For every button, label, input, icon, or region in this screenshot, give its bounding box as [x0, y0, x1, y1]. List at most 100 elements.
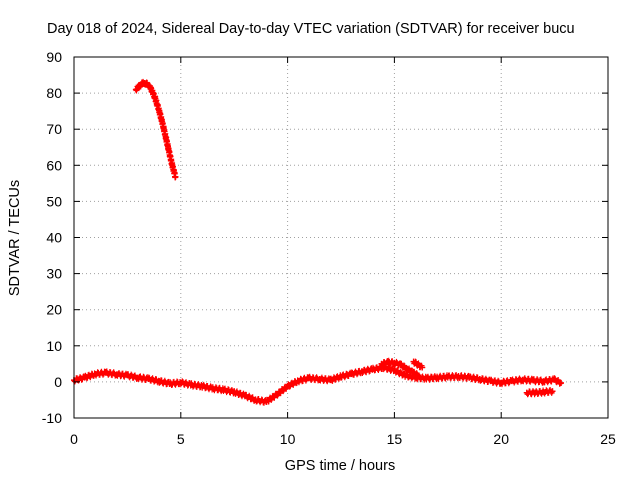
- plot-frame: [73, 56, 609, 419]
- data-point: [540, 378, 547, 385]
- data-point: [523, 389, 530, 396]
- y-tick-label: 60: [46, 157, 62, 173]
- data-point: [549, 388, 556, 395]
- data-point: [160, 125, 167, 132]
- data-point: [338, 373, 344, 380]
- y-tick-label: 90: [46, 49, 62, 65]
- data-point: [444, 373, 451, 380]
- y-tick-label: 20: [46, 302, 62, 318]
- y-axis-label: SDTVAR / TECUs: [7, 180, 23, 296]
- data-point: [124, 372, 131, 379]
- data-point: [209, 385, 216, 392]
- x-tick-label: 15: [387, 431, 403, 447]
- data-point: [167, 380, 174, 387]
- y-tick-label: 80: [46, 85, 62, 101]
- x-tick-label: 0: [70, 431, 78, 447]
- data-point: [295, 377, 302, 384]
- data-point: [423, 375, 430, 382]
- data-point: [188, 381, 195, 388]
- chart-title: Day 018 of 2024, Sidereal Day-to-day VTE…: [47, 21, 575, 37]
- data-point: [540, 389, 547, 396]
- data-point: [532, 389, 539, 396]
- data-point: [455, 373, 462, 380]
- data-point: [145, 82, 152, 89]
- data-point: [171, 170, 178, 177]
- data-point: [348, 370, 355, 377]
- data-point: [397, 361, 404, 368]
- data-point: [419, 364, 426, 371]
- x-tick-label: 25: [600, 431, 616, 447]
- data-point: [81, 374, 88, 381]
- y-tick-label: 0: [54, 374, 62, 390]
- data-point: [530, 377, 537, 384]
- data-point: [150, 90, 157, 97]
- data-series: [523, 387, 556, 398]
- data-series: [132, 78, 179, 181]
- data-point: [199, 383, 206, 390]
- data-point: [154, 101, 161, 108]
- data-point: [231, 389, 238, 396]
- x-axis-label: GPS time / hours: [285, 458, 395, 474]
- data-point: [410, 369, 417, 376]
- data-point: [156, 108, 163, 115]
- data-point: [162, 134, 169, 141]
- data-point: [305, 375, 312, 382]
- data-point: [145, 376, 152, 383]
- series-layer: [71, 78, 565, 406]
- data-point: [177, 379, 184, 386]
- data-series: [410, 358, 426, 371]
- data-series: [378, 357, 421, 379]
- x-tick-label: 5: [177, 431, 185, 447]
- data-point: [327, 377, 334, 384]
- data-point: [402, 372, 409, 379]
- x-tick-label: 10: [280, 431, 296, 447]
- data-point: [498, 379, 505, 386]
- data-point: [558, 379, 565, 386]
- data-point: [508, 378, 515, 385]
- data-point: [410, 358, 417, 365]
- data-point: [92, 370, 99, 377]
- y-tick-label: 10: [46, 338, 62, 354]
- data-point: [359, 368, 366, 375]
- data-point: [476, 376, 483, 383]
- data-point: [551, 376, 558, 383]
- x-tick-label: 20: [493, 431, 509, 447]
- data-point: [147, 85, 154, 92]
- data-series: [71, 363, 565, 406]
- data-point: [384, 359, 391, 366]
- data-point: [241, 392, 248, 399]
- data-point: [113, 371, 120, 378]
- data-point: [169, 162, 176, 169]
- data-point: [391, 359, 398, 366]
- data-point: [152, 95, 159, 102]
- data-point: [167, 153, 174, 160]
- data-point: [284, 383, 291, 390]
- data-point: [252, 396, 259, 403]
- data-point: [370, 366, 377, 373]
- data-point: [487, 378, 494, 385]
- data-point: [316, 376, 323, 383]
- data-point: [164, 143, 171, 150]
- data-point: [414, 361, 421, 368]
- data-point: [378, 360, 385, 367]
- y-tick-label: 40: [46, 230, 62, 246]
- data-point: [273, 391, 280, 398]
- y-tick-label: 70: [46, 121, 62, 137]
- y-tick-label: 50: [46, 193, 62, 209]
- data-point: [466, 374, 473, 381]
- data-point: [391, 367, 398, 374]
- data-point: [158, 116, 165, 123]
- data-point: [220, 386, 227, 393]
- data-point: [263, 398, 270, 405]
- y-tick-label: -10: [42, 410, 62, 426]
- ticks: 0 5 10 15 20 25 -10 0 10 20 30 40 50 60 70 80 90: [42, 49, 616, 447]
- data-point: [156, 378, 163, 385]
- data-point: [434, 374, 441, 381]
- y-tick-label: 30: [46, 266, 62, 282]
- data-point: [414, 372, 421, 379]
- data-point: [519, 376, 526, 383]
- data-point: [172, 173, 179, 180]
- data-point: [103, 369, 110, 376]
